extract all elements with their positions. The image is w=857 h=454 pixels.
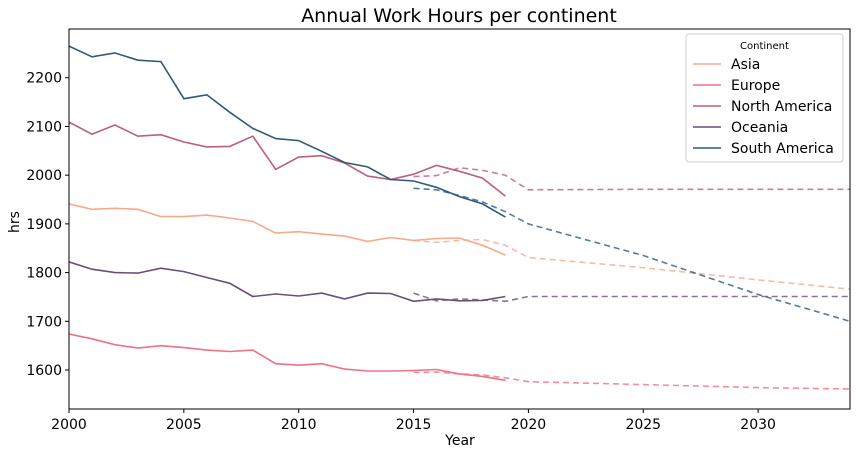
series-line-4 <box>69 45 506 218</box>
x-tick-label-0: 2000 <box>51 417 87 433</box>
legend-label-1: Europe <box>731 78 780 94</box>
y-axis-label: hrs <box>7 211 23 233</box>
forecast-line-0 <box>413 238 850 290</box>
axes: 2000 2005 2010 2015 2020 2025 2030 1600 1700 1800… <box>26 28 851 433</box>
legend-box <box>685 33 844 163</box>
legend-label-3: Oceania <box>731 120 788 136</box>
series-line-2 <box>69 121 506 197</box>
plot-frame <box>68 28 851 410</box>
x-tick-label-4: 2020 <box>511 417 547 433</box>
x-tick-label-2: 2010 <box>281 417 317 433</box>
y-tick-label-3: 1900 <box>26 217 62 233</box>
y-tick-label-2: 1800 <box>26 266 62 282</box>
y-tick-label-6: 2200 <box>26 71 62 87</box>
legend-label-0: Asia <box>731 57 760 73</box>
y-tick-label-0: 1600 <box>26 363 62 379</box>
x-tick-label-5: 2025 <box>625 417 661 433</box>
legend-title: Continent <box>740 41 789 52</box>
legend-label-2: North America <box>731 99 832 115</box>
y-tick-label-4: 2000 <box>26 168 62 184</box>
legend: Continent Asia Europe North America Oceania S… <box>685 33 844 163</box>
chart-title: Annual Work Hours per continent <box>301 5 617 27</box>
series-line-1 <box>69 333 506 382</box>
x-tick-label-1: 2005 <box>166 417 202 433</box>
y-tick-label-1: 1700 <box>26 314 62 330</box>
forecast-line-2 <box>413 166 850 191</box>
series-line-0 <box>69 203 506 256</box>
forecast-line-4 <box>413 187 850 323</box>
plot-area <box>69 45 850 390</box>
x-tick-label-6: 2030 <box>740 417 776 433</box>
x-axis-label: Year <box>444 433 475 449</box>
forecast-line-1 <box>413 371 850 390</box>
legend-label-4: South America <box>731 141 834 157</box>
series-line-3 <box>69 261 506 303</box>
y-tick-label-5: 2100 <box>26 119 62 135</box>
x-tick-label-3: 2015 <box>396 417 432 433</box>
